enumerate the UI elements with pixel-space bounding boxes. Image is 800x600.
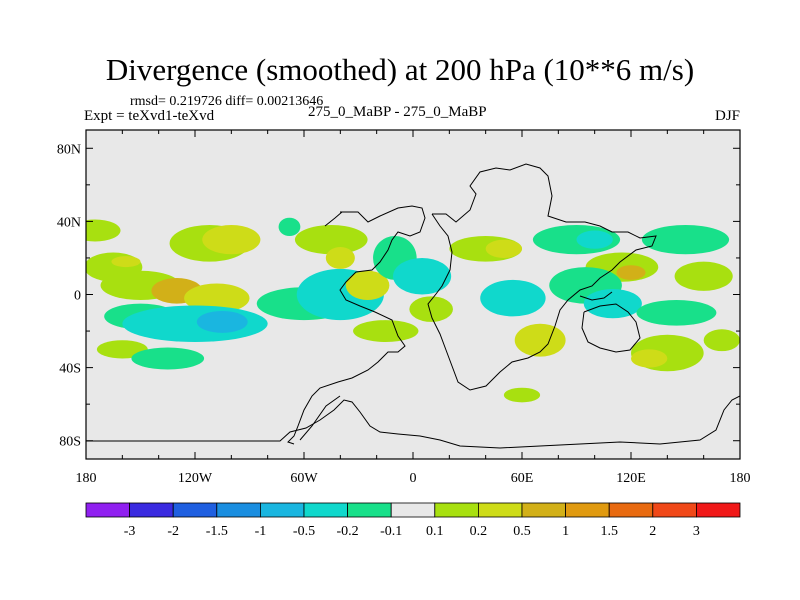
colorbar-box bbox=[259, 502, 305, 518]
colorbar-box bbox=[216, 502, 261, 518]
colorbar-label: -1 bbox=[255, 524, 267, 539]
colorbar-label: 0.5 bbox=[513, 524, 531, 539]
field-blob bbox=[641, 225, 730, 255]
colorbar-label: -1.5 bbox=[206, 524, 228, 539]
colorbar-label: 0.1 bbox=[426, 524, 444, 539]
colorbar-label: 3 bbox=[693, 524, 700, 539]
colorbar-label: 2 bbox=[649, 524, 656, 539]
field-blob bbox=[480, 279, 546, 317]
colorbar-box bbox=[347, 502, 392, 518]
experiment-label: Expt = teXvd1-teXvd bbox=[84, 108, 215, 124]
field-blob bbox=[353, 320, 419, 343]
field-blob bbox=[86, 219, 121, 242]
field-blob bbox=[111, 256, 141, 268]
coastline-antarctic-peninsula bbox=[299, 395, 341, 441]
colorbar-label: 1.5 bbox=[600, 524, 618, 539]
field-blob bbox=[278, 217, 301, 237]
field-blob bbox=[345, 270, 390, 300]
y-tick-label: 80S bbox=[59, 435, 81, 450]
coastline-eurasia-africa bbox=[427, 163, 657, 391]
field-blob bbox=[674, 261, 733, 291]
colorbar-label: -0.1 bbox=[380, 524, 402, 539]
colorbar-label: 0.2 bbox=[470, 524, 488, 539]
field-blob bbox=[616, 265, 646, 280]
colorbar-box bbox=[652, 502, 697, 518]
colorbar-label: -2 bbox=[167, 524, 179, 539]
field-blob bbox=[485, 239, 522, 258]
coastline-americas bbox=[287, 205, 426, 445]
x-tick-label: 0 bbox=[410, 471, 417, 486]
map-area bbox=[85, 129, 741, 460]
colorbar-box bbox=[565, 502, 610, 518]
field-blob bbox=[583, 289, 642, 319]
colorbar-box bbox=[477, 502, 523, 518]
colorbar: -3 -2 -1.5 -1 -0.5 -0.2 -0.1 0.1 0.2 0.5 1 1.5 2 3 bbox=[85, 502, 741, 539]
x-tick-label: 180 bbox=[730, 471, 751, 486]
coastlines bbox=[86, 163, 740, 449]
field-blob bbox=[409, 296, 453, 322]
season-label: DJF bbox=[714, 108, 740, 124]
field-blob bbox=[393, 257, 452, 295]
x-tick-label: 180 bbox=[76, 471, 97, 486]
coastline-americas-north bbox=[324, 211, 343, 227]
y-tick-label: 40N bbox=[57, 215, 81, 230]
stats-label: rmsd= 0.219726 diff= 0.00213646 bbox=[130, 94, 324, 109]
center-label: 275_0_MaBP - 275_0_MaBP bbox=[308, 104, 487, 120]
colorbar-box bbox=[608, 502, 654, 518]
chart-title: Divergence (smoothed) at 200 hPa (10**6 … bbox=[105, 52, 695, 87]
colorbar-box bbox=[129, 502, 174, 518]
field-blob bbox=[131, 347, 205, 370]
field-blob bbox=[703, 329, 740, 352]
field-blob bbox=[196, 310, 248, 333]
colorbar-box bbox=[85, 502, 130, 518]
x-tick-label: 120E bbox=[616, 471, 646, 486]
coastline-australia bbox=[581, 303, 641, 353]
field-blob bbox=[576, 230, 613, 249]
colorbar-label: -3 bbox=[124, 524, 136, 539]
colorbar-label: -0.5 bbox=[293, 524, 315, 539]
colorbar-box bbox=[696, 502, 741, 518]
y-tick-label: 40S bbox=[59, 362, 81, 377]
colorbar-box bbox=[390, 502, 436, 518]
colorbar-box bbox=[303, 502, 348, 518]
field-blob bbox=[631, 349, 668, 368]
y-tick-label: 0 bbox=[74, 289, 81, 304]
field-blob bbox=[184, 283, 250, 313]
colorbar-label: -0.2 bbox=[337, 524, 359, 539]
divergence-field bbox=[86, 217, 740, 403]
colorbar-box bbox=[434, 502, 479, 518]
field-blob bbox=[294, 225, 368, 255]
field-blob bbox=[503, 387, 541, 403]
colorbar-box bbox=[521, 502, 566, 518]
coastline-antarctica bbox=[86, 395, 740, 449]
colorbar-box bbox=[172, 502, 218, 518]
field-blob bbox=[202, 225, 261, 255]
colorbar-label: 1 bbox=[562, 524, 569, 539]
y-tick-label: 80N bbox=[57, 142, 81, 157]
x-tick-label: 120W bbox=[178, 471, 213, 486]
x-tick-label: 60E bbox=[511, 471, 534, 486]
x-tick-label: 60W bbox=[290, 471, 318, 486]
field-blob bbox=[325, 246, 355, 269]
coastline-indonesia bbox=[579, 291, 613, 301]
axes: 180 120W 60W 0 60E 120E 180 80N 40N 0 40S 80S bbox=[57, 130, 751, 486]
field-blob bbox=[636, 299, 717, 326]
